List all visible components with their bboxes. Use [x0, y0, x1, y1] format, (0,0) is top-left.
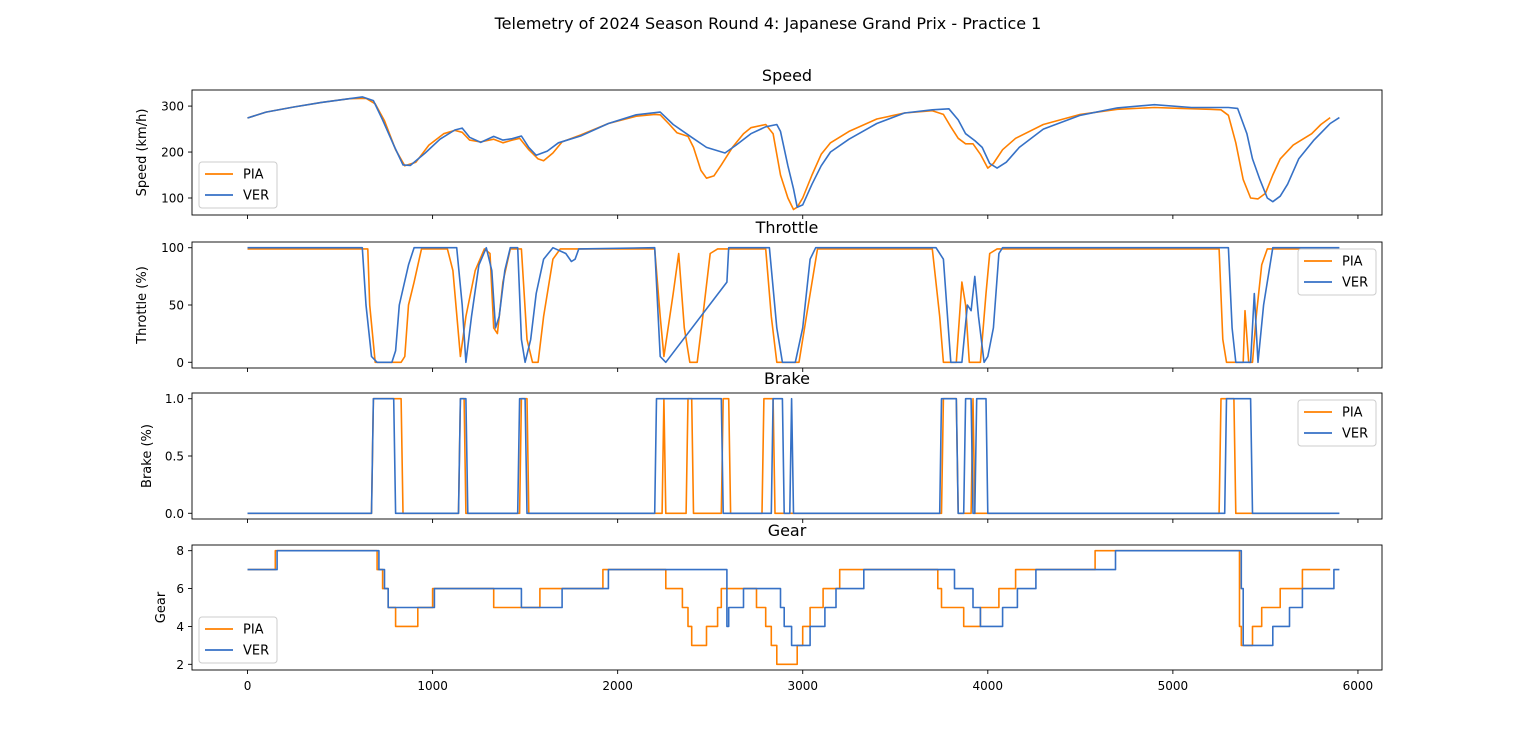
series-line-ver [247, 246, 1340, 364]
legend: PIA VER [198, 161, 278, 209]
series-line-pia [247, 97, 1331, 211]
series-line-pia [247, 549, 1331, 666]
legend-label-ver: VER [1342, 427, 1368, 442]
panel-speed: Speed 100 200 300 Speed (km/h) PIA VER [135, 66, 1383, 219]
legend-label-ver: VER [243, 189, 269, 204]
y-tick-label: 0 [176, 356, 184, 370]
series-line-ver [247, 96, 1340, 208]
y-tick-label: 200 [161, 146, 184, 160]
y-tick-label: 300 [161, 100, 184, 114]
series-line-pia [247, 248, 1331, 364]
panel-gear: Gear 0 1000 2000 3000 4000 5000 6000 2 4 6 8 Gear PIA… [154, 521, 1383, 693]
legend-label-pia: PIA [1342, 406, 1363, 421]
legend: PIA VER [198, 616, 278, 664]
x-tick-label: 2000 [602, 679, 633, 693]
x-tick-label: 1000 [417, 679, 448, 693]
plot-frame [191, 544, 1383, 671]
panel-brake: Brake 0.0 0.5 1.0 Brake (%) PIA VER [140, 369, 1383, 523]
y-tick-label: 100 [161, 241, 184, 255]
x-tick-label: 6000 [1343, 679, 1374, 693]
y-axis-label: Gear [154, 591, 169, 623]
y-axis-label: Brake (%) [140, 424, 155, 488]
series-line-pia [247, 397, 1331, 515]
y-axis-label: Speed (km/h) [135, 109, 150, 197]
legend: PIA VER [1297, 399, 1377, 447]
y-tick-label: 1.0 [165, 392, 184, 406]
panel-throttle: Throttle 0 50 100 Throttle (%) PIA VER [135, 218, 1383, 372]
x-tick-label: 0 [244, 679, 252, 693]
legend-label-pia: PIA [243, 168, 264, 183]
y-tick-label: 6 [176, 582, 184, 596]
figure-suptitle: Telemetry of 2024 Season Round 4: Japane… [494, 14, 1042, 33]
y-tick-label: 0.5 [165, 450, 184, 464]
panel-title: Gear [768, 521, 807, 540]
y-tick-label: 2 [176, 658, 184, 672]
legend-label-pia: PIA [243, 623, 264, 638]
legend: PIA VER [1297, 248, 1377, 296]
y-tick-label: 8 [176, 544, 184, 558]
x-tick-label: 5000 [1158, 679, 1189, 693]
panel-title: Brake [764, 369, 810, 388]
x-tick-label: 4000 [973, 679, 1004, 693]
legend-label-ver: VER [1342, 276, 1368, 291]
series-line-ver [247, 397, 1340, 515]
legend-label-pia: PIA [1342, 255, 1363, 270]
series-line-ver [247, 549, 1340, 647]
panel-title: Speed [762, 66, 812, 85]
y-tick-label: 100 [161, 191, 184, 205]
y-tick-label: 50 [169, 299, 184, 313]
x-tick-label: 3000 [787, 679, 818, 693]
panel-title: Throttle [755, 218, 819, 237]
y-axis-label: Throttle (%) [135, 266, 150, 345]
plot-frame [191, 89, 1383, 216]
legend-label-ver: VER [243, 644, 269, 659]
plot-frame [191, 392, 1383, 520]
y-tick-label: 0.0 [165, 507, 184, 521]
y-tick-label: 4 [176, 620, 184, 634]
